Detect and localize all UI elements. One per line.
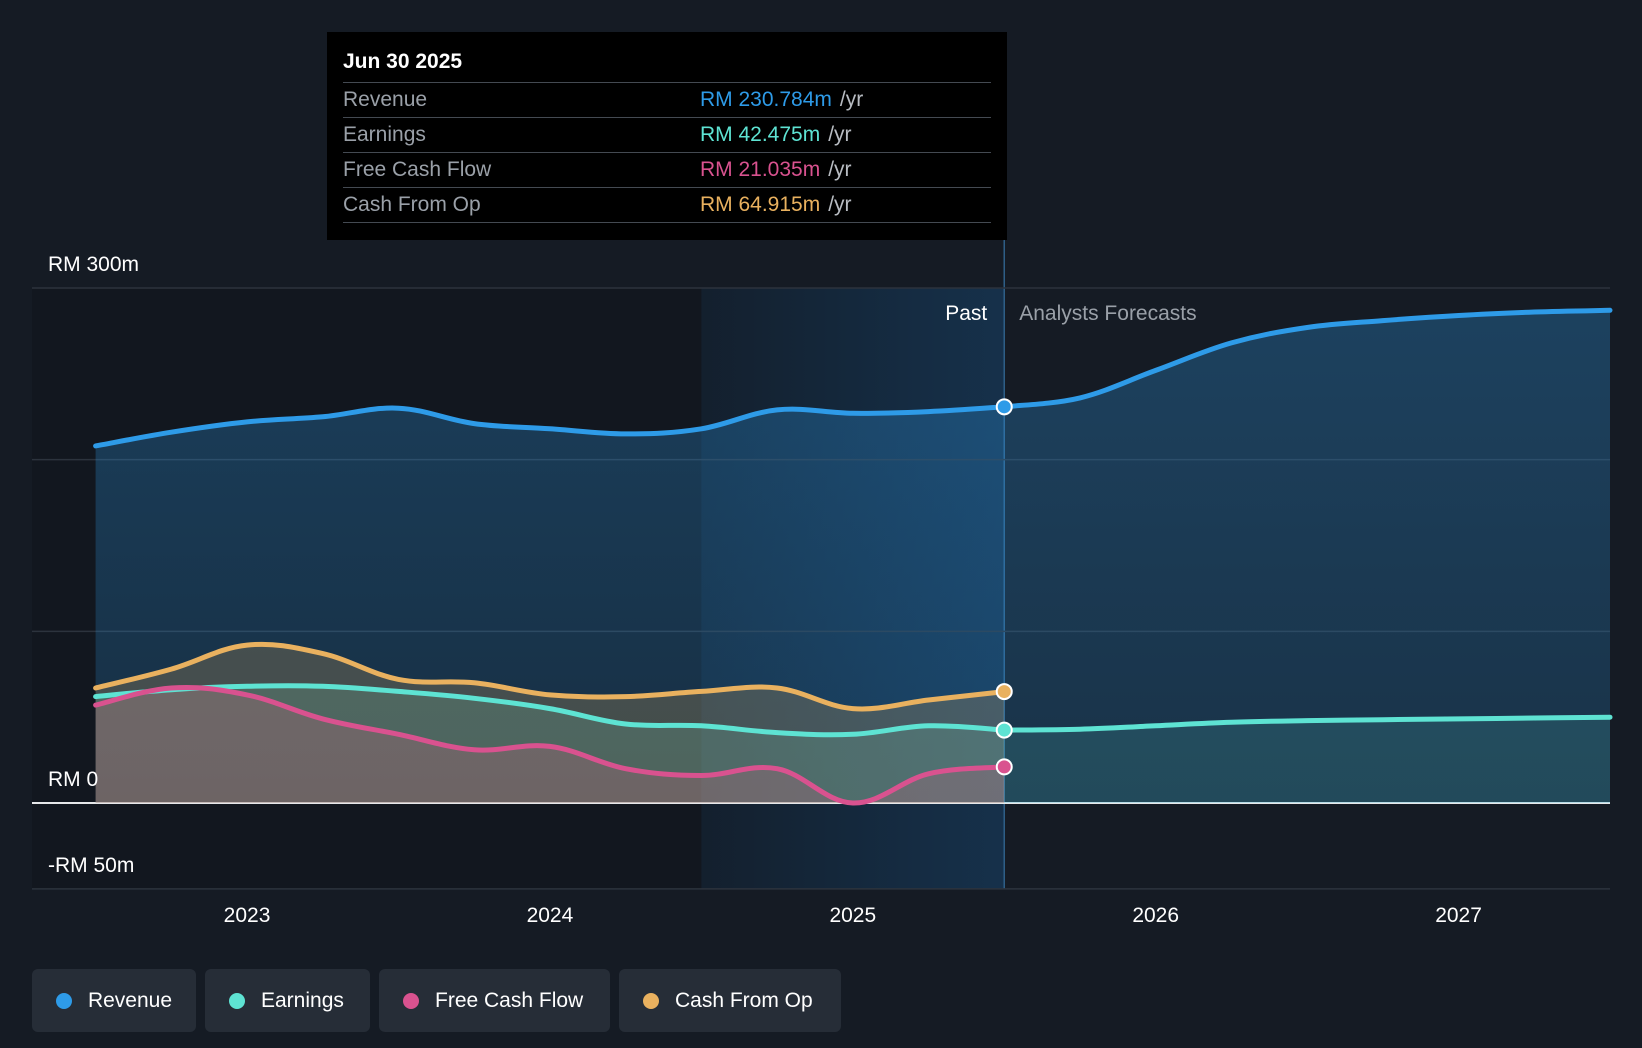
free-cash-flow-line xyxy=(93,684,1007,806)
legend-item-earnings[interactable]: Earnings xyxy=(205,969,370,1032)
revenue-forecast-line xyxy=(1001,307,1613,410)
tooltip-label: Earnings xyxy=(343,123,426,146)
earnings-point xyxy=(995,721,1013,739)
tooltip-unit: /yr xyxy=(839,88,864,111)
revenue-dot-icon xyxy=(56,992,72,1009)
tooltip-unit: /yr xyxy=(828,193,852,216)
tooltip-unit: /yr xyxy=(828,158,852,181)
tooltip-value-earnings: RM 42.475m xyxy=(700,123,821,146)
free-cash-flow-dot-icon xyxy=(403,992,419,1009)
legend-label: Cash From Op xyxy=(675,988,813,1012)
cash-from-op-point xyxy=(995,683,1013,701)
past-label: Past xyxy=(945,302,987,325)
tooltip-value-revenue: RM 230.784m xyxy=(700,88,832,111)
tooltip-label: Free Cash Flow xyxy=(343,158,492,181)
tooltip-label: Cash From Op xyxy=(343,193,481,216)
tooltip-row-revenue: Revenue RM 230.784m /yr xyxy=(343,82,991,117)
earnings-dot-icon xyxy=(229,992,245,1009)
legend: Revenue Earnings Free Cash Flow Cash Fro… xyxy=(32,969,841,1032)
legend-item-revenue[interactable]: Revenue xyxy=(32,969,196,1032)
tooltip-value-free-cash-flow: RM 21.035m xyxy=(700,158,821,181)
free-cash-flow-point xyxy=(995,758,1013,776)
legend-label: Revenue xyxy=(87,988,172,1012)
earnings-forecast-line xyxy=(1001,714,1613,733)
legend-label: Earnings xyxy=(261,988,344,1012)
cash-from-op-dot-icon xyxy=(643,992,659,1009)
earnings-forecast-area xyxy=(1004,717,1610,803)
tooltip-row-earnings: Earnings RM 42.475m /yr xyxy=(343,117,991,152)
revenue-area xyxy=(95,310,1611,803)
x-tick-label: 2027 xyxy=(1435,904,1482,927)
legend-item-free-cash-flow[interactable]: Free Cash Flow xyxy=(379,969,610,1032)
y-tick-label: -RM 50m xyxy=(48,854,134,877)
tooltip-row-cash-from-op: Cash From Op RM 64.915m /yr xyxy=(343,187,991,223)
tooltip-unit: /yr xyxy=(828,123,852,146)
legend-label: Free Cash Flow xyxy=(435,988,584,1012)
tooltip-row-free-cash-flow: Free Cash Flow RM 21.035m /yr xyxy=(343,152,991,187)
x-tick-label: 2023 xyxy=(224,904,271,927)
tooltip-date: Jun 30 2025 xyxy=(343,50,463,73)
revenue-line xyxy=(93,404,1007,449)
tooltip-label: Revenue xyxy=(343,88,428,111)
y-tick-label: RM 300m xyxy=(48,253,139,276)
y-tick-label: RM 0 xyxy=(48,768,98,791)
free-cash-flow-area xyxy=(95,687,1005,804)
x-tick-label: 2025 xyxy=(829,904,876,927)
tooltip: Jun 30 2025 Revenue RM 230.784m /yr Earn… xyxy=(327,32,1007,240)
revenue-point xyxy=(995,398,1013,416)
tooltip-value-cash-from-op: RM 64.915m xyxy=(700,193,821,216)
chart-svg: RM 300m RM 0 -RM 50m 2023 2024 2025 2026 2027 Pa… xyxy=(32,240,1613,927)
forecast-label: Analysts Forecasts xyxy=(1019,302,1196,325)
x-tick-label: 2024 xyxy=(527,904,574,927)
cash-from-op-line xyxy=(93,641,1007,712)
x-tick-label: 2026 xyxy=(1132,904,1179,927)
earnings-line xyxy=(93,683,1007,738)
legend-item-cash-from-op[interactable]: Cash From Op xyxy=(619,969,841,1032)
